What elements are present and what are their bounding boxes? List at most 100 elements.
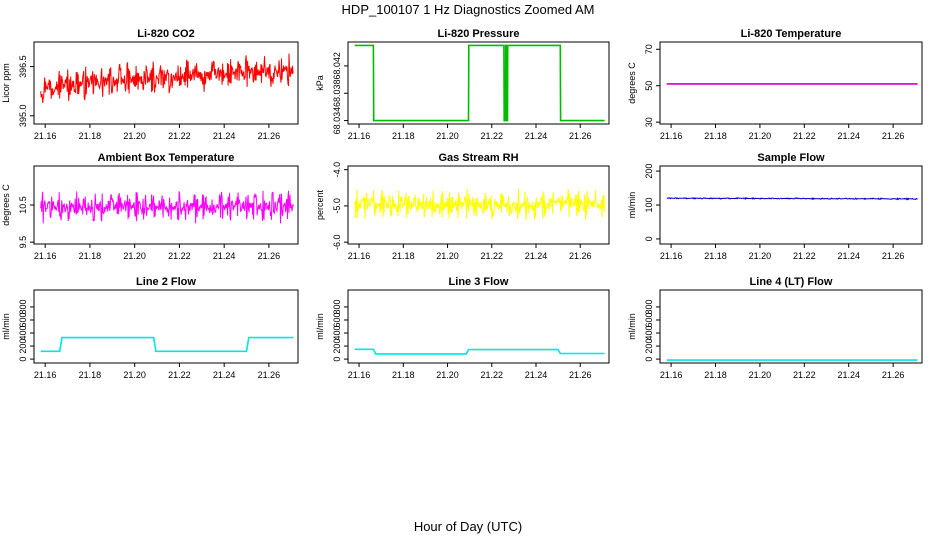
- panel-ylabel: ml/min: [1, 313, 11, 340]
- panel-data: [40, 190, 294, 224]
- plot-frame: [659, 41, 923, 125]
- x-tick-label: 21.26: [258, 370, 281, 380]
- figure-xlabel: Hour of Day (UTC): [414, 519, 522, 534]
- y-tick-label: 400: [332, 326, 342, 341]
- y-tick-label: 200: [644, 339, 654, 354]
- x-tick-label: 21.26: [882, 131, 905, 141]
- panel-data: [40, 336, 294, 353]
- y-tick-label: -5.0: [332, 198, 342, 214]
- y-tick-label: 100: [644, 197, 654, 212]
- x-tick-label: 21.20: [749, 370, 772, 380]
- x-tick-label: 21.26: [258, 131, 281, 141]
- x-tick-label: 21.24: [213, 370, 236, 380]
- panel-3: Li-820 Temperature degrees C 21.16 21.18 21.…: [627, 28, 923, 141]
- series-line-line2_flow: [40, 336, 294, 353]
- y-tick-label: 400: [18, 326, 28, 341]
- panel-ylabel: kPa: [315, 75, 325, 91]
- x-tick-label: 21.26: [882, 370, 905, 380]
- y-tick-label: 30: [644, 117, 654, 127]
- x-tick-label: 21.18: [392, 251, 415, 261]
- panel-title: Sample Flow: [757, 152, 825, 164]
- x-tick-label: 21.22: [793, 251, 816, 261]
- panel-5: Gas Stream RH percent 21.16 21.18 21.20 21.22…: [315, 152, 610, 261]
- y-tick-label: 68.034: [332, 107, 342, 135]
- x-tick-label: 21.22: [168, 251, 191, 261]
- x-tick-label: 21.26: [569, 251, 592, 261]
- plot-frame: [347, 165, 610, 245]
- x-tick-label: 21.18: [79, 251, 102, 261]
- panel-data: [354, 188, 606, 220]
- panel-ylabel: degrees C: [1, 184, 11, 226]
- panel-ylabel: degrees C: [627, 62, 637, 104]
- y-tick-label: 600: [644, 312, 654, 327]
- plot-frame: [659, 165, 923, 245]
- x-tick-label: 21.22: [793, 131, 816, 141]
- x-tick-label: 21.24: [213, 251, 236, 261]
- series-line-co2: [40, 53, 294, 104]
- x-tick-label: 21.16: [660, 131, 683, 141]
- x-tick-label: 21.22: [168, 131, 191, 141]
- x-tick-label: 21.20: [123, 251, 146, 261]
- y-tick-label: 396.5: [18, 55, 28, 78]
- x-tick-label: 21.22: [481, 131, 504, 141]
- y-tick-label: 0: [644, 236, 654, 241]
- x-tick-label: 21.26: [882, 251, 905, 261]
- x-tick-label: 21.16: [348, 370, 371, 380]
- panel-data: [354, 44, 605, 122]
- figure-title: HDP_100107 1 Hz Diagnostics Zoomed AM: [342, 2, 595, 17]
- y-tick-label: 395.0: [18, 105, 28, 128]
- x-tick-label: 21.22: [168, 370, 191, 380]
- y-tick-label: 50: [644, 81, 654, 91]
- x-tick-label: 21.18: [704, 131, 727, 141]
- x-tick-label: 21.20: [123, 131, 146, 141]
- panel-title: Li-820 Temperature: [741, 28, 842, 40]
- panel-8: Line 3 Flow ml/min 21.16 21.18 21.20 21.22 21.…: [315, 276, 610, 380]
- y-tick-label: 400: [644, 326, 654, 341]
- x-tick-label: 21.16: [34, 370, 57, 380]
- x-tick-label: 21.20: [749, 251, 772, 261]
- series-line-rh: [354, 188, 606, 220]
- x-tick-label: 21.24: [837, 251, 860, 261]
- y-tick-label: 200: [18, 339, 28, 354]
- panel-ylabel: ml/min: [627, 313, 637, 340]
- panel-title: Li-820 CO2: [137, 28, 194, 40]
- series-line-sample_flow: [666, 196, 918, 201]
- panel-4: Ambient Box Temperature degrees C 21.16 21.…: [1, 152, 299, 261]
- x-tick-label: 21.26: [258, 251, 281, 261]
- x-tick-label: 21.16: [660, 370, 683, 380]
- y-tick-label: 68.038: [332, 79, 342, 107]
- series-line-box_temp: [40, 190, 294, 224]
- x-tick-label: 21.24: [525, 131, 548, 141]
- x-tick-label: 21.18: [392, 131, 415, 141]
- y-tick-label: 70: [644, 44, 654, 54]
- panel-title: Ambient Box Temperature: [98, 152, 235, 164]
- panel-title: Gas Stream RH: [438, 152, 518, 164]
- panel-title: Line 3 Flow: [449, 276, 509, 288]
- x-tick-label: 21.26: [569, 370, 592, 380]
- x-tick-label: 21.16: [348, 251, 371, 261]
- x-tick-label: 21.24: [525, 370, 548, 380]
- panel-data: [666, 196, 918, 201]
- x-tick-label: 21.18: [704, 370, 727, 380]
- y-tick-label: 600: [332, 312, 342, 327]
- panel-data: [354, 348, 605, 355]
- y-tick-label: 0: [332, 357, 342, 362]
- plot-frame: [347, 41, 610, 125]
- x-tick-label: 21.16: [34, 251, 57, 261]
- panel-ylabel: ml/min: [315, 313, 325, 340]
- panel-1: Li-820 CO2 Licor ppm 21.16 21.18 21.20 21.22 2…: [1, 28, 299, 141]
- panel-ylabel: percent: [315, 189, 325, 220]
- x-tick-label: 21.16: [660, 251, 683, 261]
- y-tick-label: 800: [18, 299, 28, 314]
- x-tick-label: 21.22: [481, 370, 504, 380]
- x-tick-label: 21.22: [481, 251, 504, 261]
- y-tick-label: 10.5: [18, 196, 28, 214]
- x-tick-label: 21.20: [436, 251, 459, 261]
- y-tick-label: 0: [18, 357, 28, 362]
- x-tick-label: 21.24: [525, 251, 548, 261]
- panel-6: Sample Flow ml/min 21.16 21.18 21.20 21.22 21.…: [627, 152, 923, 261]
- x-tick-label: 21.20: [749, 131, 772, 141]
- y-tick-label: 800: [332, 299, 342, 314]
- series-line-line3_flow: [354, 348, 605, 355]
